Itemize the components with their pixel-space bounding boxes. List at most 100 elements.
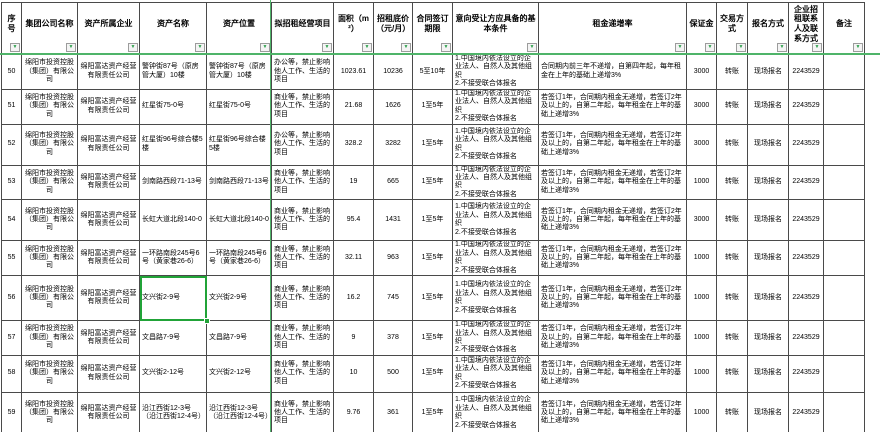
cell-owner[interactable]: 绵阳富达资产经营有限责任公司 xyxy=(77,320,140,356)
header-area[interactable]: 面积（m²） ▼ xyxy=(333,2,374,55)
cell-signup[interactable]: 现场报名 xyxy=(747,275,789,322)
cell-area[interactable]: 1023.61 xyxy=(333,54,374,90)
cell-note[interactable] xyxy=(823,275,865,322)
cell-term[interactable]: 1至5年 xyxy=(412,354,453,393)
cell-seq[interactable]: 53 xyxy=(1,164,22,201)
cell-note[interactable] xyxy=(823,54,865,90)
cell-deposit[interactable]: 1000 xyxy=(686,354,717,393)
cell-location[interactable]: 剑南路西段71-13号 xyxy=(206,164,272,201)
cell-group[interactable]: 绵阳市投资控股（集团）有限公司 xyxy=(21,240,78,277)
cell-contact[interactable]: 2243529 xyxy=(788,54,824,90)
cell-group[interactable]: 绵阳市投资控股（集团）有限公司 xyxy=(21,164,78,201)
cell-contact[interactable]: 2243529 xyxy=(788,275,824,322)
cell-deposit[interactable]: 3000 xyxy=(686,54,717,90)
cell-project[interactable]: 商业等，禁止影响他人工作、生活的项目 xyxy=(271,320,334,356)
cell-increase[interactable]: 若签订1年，合同期内租金无递增，若签订2年及以上的，自第二年起，每年租金在上年的… xyxy=(538,275,687,322)
cell-location[interactable]: 文昌路7-9号 xyxy=(206,320,272,356)
cell-location[interactable]: 文兴街2-9号 xyxy=(206,275,272,322)
filter-button[interactable]: ▼ xyxy=(362,43,372,52)
header-asset_name[interactable]: 资产名称 ▼ xyxy=(139,2,207,55)
cell-asset_name[interactable]: 文昌路7-9号 xyxy=(139,320,207,356)
cell-deposit[interactable]: 1000 xyxy=(686,320,717,356)
cell-group[interactable]: 绵阳市投资控股（集团）有限公司 xyxy=(21,123,78,166)
header-deposit[interactable]: 保证金 ▼ xyxy=(686,2,717,55)
cell-trade[interactable]: 转账 xyxy=(716,88,748,125)
cell-signup[interactable]: 现场报名 xyxy=(747,320,789,356)
cell-trade[interactable]: 转账 xyxy=(716,240,748,277)
filter-button[interactable]: ▼ xyxy=(260,43,270,52)
cell-conditions[interactable]: 1.中国境内依法设立的企业法人、自然人及其他组织 2.不接受联合体报名 xyxy=(452,391,539,432)
cell-term[interactable]: 1至5年 xyxy=(412,320,453,356)
cell-location[interactable]: 长虹大道北段140-0 xyxy=(206,199,272,242)
cell-term[interactable]: 1至5年 xyxy=(412,199,453,242)
cell-price[interactable]: 1626 xyxy=(373,88,413,125)
cell-note[interactable] xyxy=(823,240,865,277)
header-owner[interactable]: 资产所属企业 ▼ xyxy=(77,2,140,55)
cell-group[interactable]: 绵阳市投资控股（集团）有限公司 xyxy=(21,391,78,432)
cell-project[interactable]: 办公等，禁止影响他人工作、生活的项目 xyxy=(271,54,334,90)
cell-owner[interactable]: 绵阳富达资产经营有限责任公司 xyxy=(77,240,140,277)
cell-location[interactable]: 文兴街2-12号 xyxy=(206,354,272,393)
cell-signup[interactable]: 现场报名 xyxy=(747,88,789,125)
cell-signup[interactable]: 现场报名 xyxy=(747,199,789,242)
cell-asset_name[interactable]: 警钟街87号（原房管大厦）10楼 xyxy=(139,54,207,90)
cell-note[interactable] xyxy=(823,391,865,432)
cell-signup[interactable]: 现场报名 xyxy=(747,54,789,90)
cell-contact[interactable]: 2243529 xyxy=(788,199,824,242)
cell-trade[interactable]: 转账 xyxy=(716,391,748,432)
cell-project[interactable]: 商业等，禁止影响他人工作、生活的项目 xyxy=(271,88,334,125)
cell-increase[interactable]: 若签订1年，合同期内租金无递增，若签订2年及以上的，自第二年起，每年租金在上年的… xyxy=(538,164,687,201)
cell-project[interactable]: 商业等，禁止影响他人工作、生活的项目 xyxy=(271,240,334,277)
header-project[interactable]: 拟招租经营项目 ▼ xyxy=(271,2,334,55)
cell-seq[interactable]: 58 xyxy=(1,354,22,393)
cell-seq[interactable]: 57 xyxy=(1,320,22,356)
cell-seq[interactable]: 55 xyxy=(1,240,22,277)
cell-trade[interactable]: 转账 xyxy=(716,54,748,90)
cell-term[interactable]: 1至5年 xyxy=(412,275,453,322)
header-contact[interactable]: 企业招租联系人及联系方式 ▼ xyxy=(788,2,824,55)
cell-deposit[interactable]: 1000 xyxy=(686,275,717,322)
cell-project[interactable]: 办公等，禁止影响他人工作、生活的项目 xyxy=(271,123,334,166)
cell-increase[interactable]: 若签订1年，合同期内租金无递增，若签订2年及以上的，自第二年起，每年租金在上年的… xyxy=(538,320,687,356)
cell-seq[interactable]: 59 xyxy=(1,391,22,432)
cell-trade[interactable]: 转账 xyxy=(716,320,748,356)
cell-conditions[interactable]: 1.中国境内依法设立的企业法人、自然人及其他组织 2.不接受联合体报名 xyxy=(452,123,539,166)
cell-term[interactable]: 1至5年 xyxy=(412,240,453,277)
filter-button[interactable]: ▼ xyxy=(322,43,332,52)
cell-note[interactable] xyxy=(823,320,865,356)
cell-note[interactable] xyxy=(823,88,865,125)
cell-owner[interactable]: 绵阳富达资产经营有限责任公司 xyxy=(77,354,140,393)
cell-trade[interactable]: 转账 xyxy=(716,275,748,322)
cell-contact[interactable]: 2243529 xyxy=(788,354,824,393)
cell-price[interactable]: 500 xyxy=(373,354,413,393)
cell-asset_name[interactable]: 红星街75-0号 xyxy=(139,88,207,125)
cell-asset_name[interactable]: 文兴街2-12号 xyxy=(139,354,207,393)
cell-area[interactable]: 10 xyxy=(333,354,374,393)
header-increase[interactable]: 租金递增率 ▼ xyxy=(538,2,687,55)
cell-term[interactable]: 5至10年 xyxy=(412,54,453,90)
cell-owner[interactable]: 绵阳富达资产经营有限责任公司 xyxy=(77,54,140,90)
cell-owner[interactable]: 绵阳富达资产经营有限责任公司 xyxy=(77,275,140,322)
cell-conditions[interactable]: 1.中国境内依法设立的企业法人、自然人及其他组织 2.不接受联合体报名 xyxy=(452,354,539,393)
cell-price[interactable]: 665 xyxy=(373,164,413,201)
cell-seq[interactable]: 51 xyxy=(1,88,22,125)
cell-price[interactable]: 745 xyxy=(373,275,413,322)
cell-owner[interactable]: 绵阳富达资产经营有限责任公司 xyxy=(77,199,140,242)
cell-deposit[interactable]: 3000 xyxy=(686,123,717,166)
header-price[interactable]: 招租底价（元/月） ▼ xyxy=(373,2,413,55)
cell-trade[interactable]: 转账 xyxy=(716,123,748,166)
header-signup[interactable]: 报名方式 ▼ xyxy=(747,2,789,55)
cell-conditions[interactable]: 1.中国境内依法设立的企业法人、自然人及其他组织 2.不接受联合体报名 xyxy=(452,240,539,277)
cell-trade[interactable]: 转账 xyxy=(716,199,748,242)
cell-note[interactable] xyxy=(823,123,865,166)
cell-contact[interactable]: 2243529 xyxy=(788,88,824,125)
cell-area[interactable]: 9.76 xyxy=(333,391,374,432)
cell-trade[interactable]: 转账 xyxy=(716,354,748,393)
cell-deposit[interactable]: 1000 xyxy=(686,240,717,277)
cell-group[interactable]: 绵阳市投资控股（集团）有限公司 xyxy=(21,354,78,393)
cell-note[interactable] xyxy=(823,354,865,393)
filter-button[interactable]: ▼ xyxy=(812,43,822,52)
cell-seq[interactable]: 50 xyxy=(1,54,22,90)
cell-deposit[interactable]: 3000 xyxy=(686,199,717,242)
filter-button[interactable]: ▼ xyxy=(705,43,715,52)
